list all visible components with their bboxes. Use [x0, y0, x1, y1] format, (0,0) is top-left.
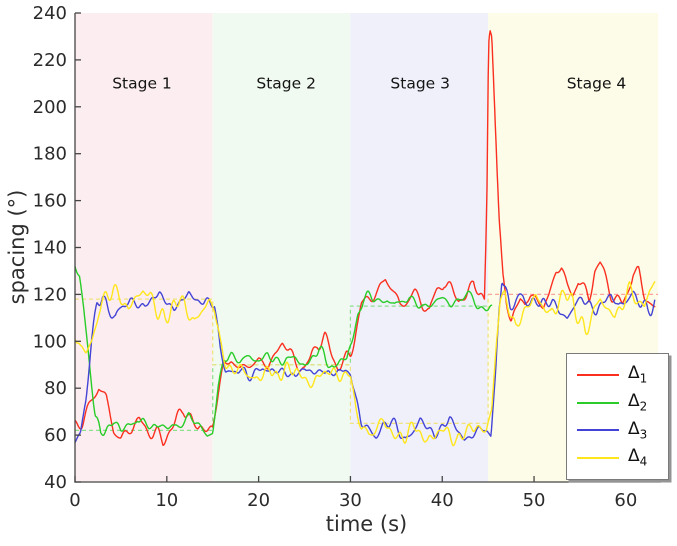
legend-entry: Δ3	[567, 418, 668, 442]
y-tick-label: 60	[44, 425, 67, 446]
legend-line-sample	[577, 429, 619, 432]
legend-entry: Δ1	[567, 363, 668, 386]
y-tick-label: 40	[44, 472, 67, 493]
y-tick-label: 160	[33, 191, 67, 212]
x-tick-label: 60	[614, 490, 637, 511]
setpoint-green	[75, 305, 489, 431]
y-tick-label: 140	[33, 238, 67, 259]
legend-label-symbol: Δ	[628, 418, 640, 439]
legend-line-sample	[577, 373, 619, 376]
stage-region-3	[350, 13, 489, 482]
series-lines	[75, 30, 656, 447]
y-axis-title: spacing (°)	[5, 189, 29, 305]
stage-label-4: Stage 4	[567, 74, 627, 92]
stage-label-2: Stage 2	[256, 74, 316, 92]
x-tick-label: 20	[247, 490, 270, 511]
legend-label: Δ2	[628, 390, 648, 414]
legend-entry: Δ4	[567, 446, 668, 469]
legend-label-subscript: 4	[639, 454, 648, 469]
legend-label-subscript: 3	[639, 427, 648, 442]
x-tick-label: 40	[431, 490, 454, 511]
legend: Δ1 Δ2 Δ3 Δ4	[566, 353, 669, 480]
y-tick-label: 200	[33, 97, 67, 118]
series-line-delta2	[75, 265, 493, 437]
legend-label-symbol: Δ	[628, 390, 640, 411]
x-axis-title: time (s)	[325, 512, 408, 536]
x-tick-label: 50	[523, 490, 546, 511]
y-tick-label: 180	[33, 144, 67, 165]
legend-label-subscript: 1	[639, 371, 648, 386]
y-tick-label: 100	[33, 331, 67, 352]
y-tick-label: 240	[33, 3, 67, 24]
legend-label: Δ1	[628, 363, 648, 386]
stage-region-2	[212, 13, 351, 482]
legend-line-sample	[577, 456, 619, 459]
legend-label: Δ3	[628, 418, 648, 442]
stage-label-1: Stage 1	[112, 74, 172, 92]
stage-label-3: Stage 3	[390, 74, 450, 92]
legend-line-sample	[577, 401, 619, 404]
x-tick-label: 10	[155, 490, 178, 511]
axes	[74, 12, 661, 483]
y-tick-label: 80	[44, 378, 67, 399]
legend-label-subscript: 2	[639, 399, 648, 414]
series-line-delta4	[75, 281, 656, 447]
stage-region-1	[75, 13, 213, 482]
legend-label-symbol: Δ	[628, 446, 640, 467]
legend-entry: Δ2	[567, 390, 668, 414]
x-tick-label: 30	[339, 490, 362, 511]
x-tick-label: 0	[69, 490, 80, 511]
y-tick-label: 220	[33, 50, 67, 71]
legend-label-symbol: Δ	[628, 363, 640, 384]
y-tick-label: 120	[33, 284, 67, 305]
legend-label: Δ4	[628, 446, 648, 469]
